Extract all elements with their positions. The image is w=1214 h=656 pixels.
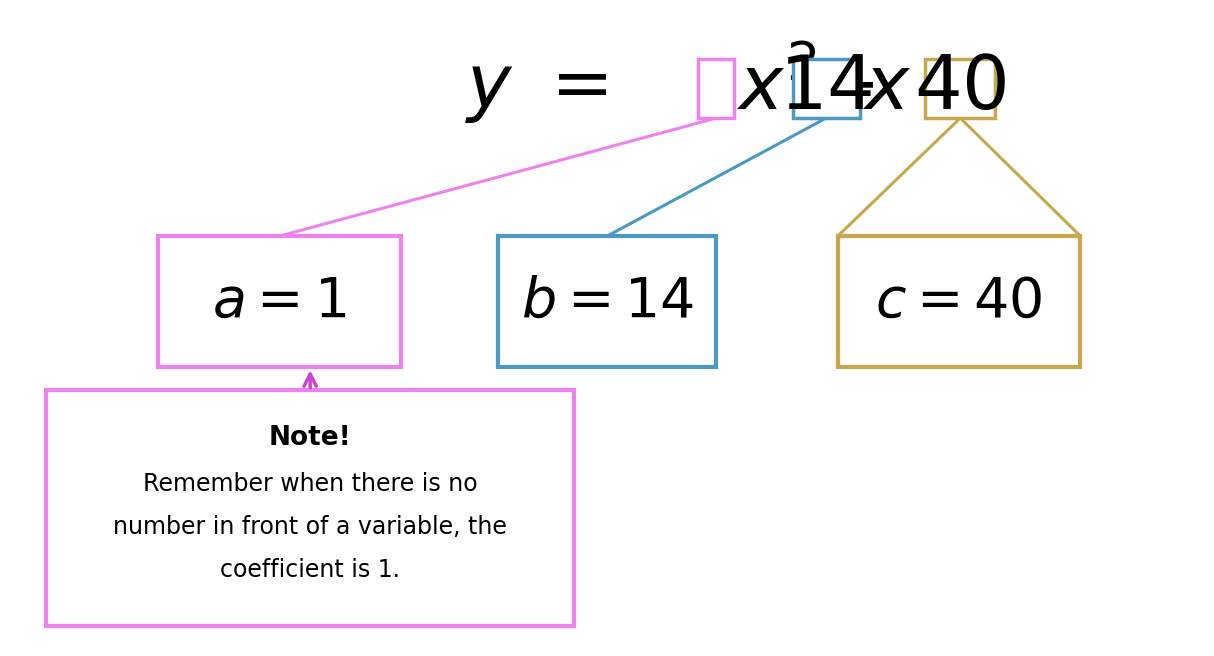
FancyBboxPatch shape bbox=[498, 236, 716, 367]
Text: $c = 40$: $c = 40$ bbox=[875, 274, 1043, 329]
FancyBboxPatch shape bbox=[46, 390, 574, 626]
Text: $b = 14$: $b = 14$ bbox=[521, 274, 693, 329]
Text: $x^2$: $x^2$ bbox=[737, 52, 817, 125]
FancyBboxPatch shape bbox=[838, 236, 1080, 367]
Text: $a = 1$: $a = 1$ bbox=[212, 274, 346, 329]
Text: Remember when there is no
number in front of a variable, the
coefficient is 1.: Remember when there is no number in fron… bbox=[113, 472, 507, 583]
FancyBboxPatch shape bbox=[158, 236, 401, 367]
Text: $40$: $40$ bbox=[914, 52, 1006, 125]
FancyBboxPatch shape bbox=[698, 59, 734, 118]
Text: $+$: $+$ bbox=[817, 52, 874, 125]
Text: $+$: $+$ bbox=[926, 52, 983, 125]
Text: $14$: $14$ bbox=[779, 52, 873, 125]
FancyBboxPatch shape bbox=[925, 59, 995, 118]
Text: $y\ =\ $: $y\ =\ $ bbox=[465, 52, 607, 125]
FancyBboxPatch shape bbox=[793, 59, 860, 118]
Text: Note!: Note! bbox=[268, 424, 352, 451]
Text: $x$: $x$ bbox=[863, 52, 912, 125]
